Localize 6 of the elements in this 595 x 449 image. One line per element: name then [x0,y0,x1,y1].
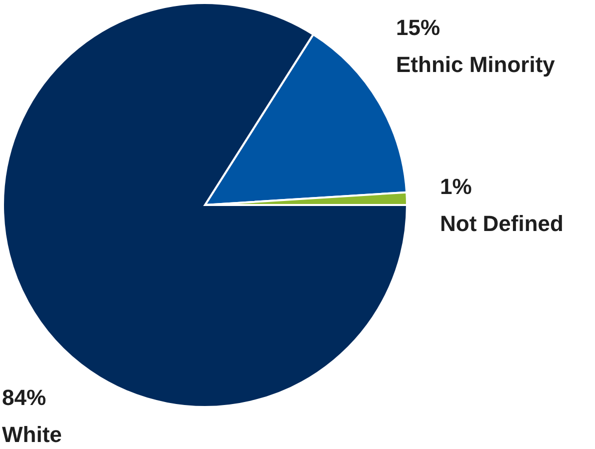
data-label: 84% [2,385,46,410]
data-label: 1% [440,174,472,199]
slice-label: Not Defined [440,211,564,236]
slice-label: Ethnic Minority [396,52,556,77]
slice-label: White [2,422,62,447]
data-label: 15% [396,15,440,40]
